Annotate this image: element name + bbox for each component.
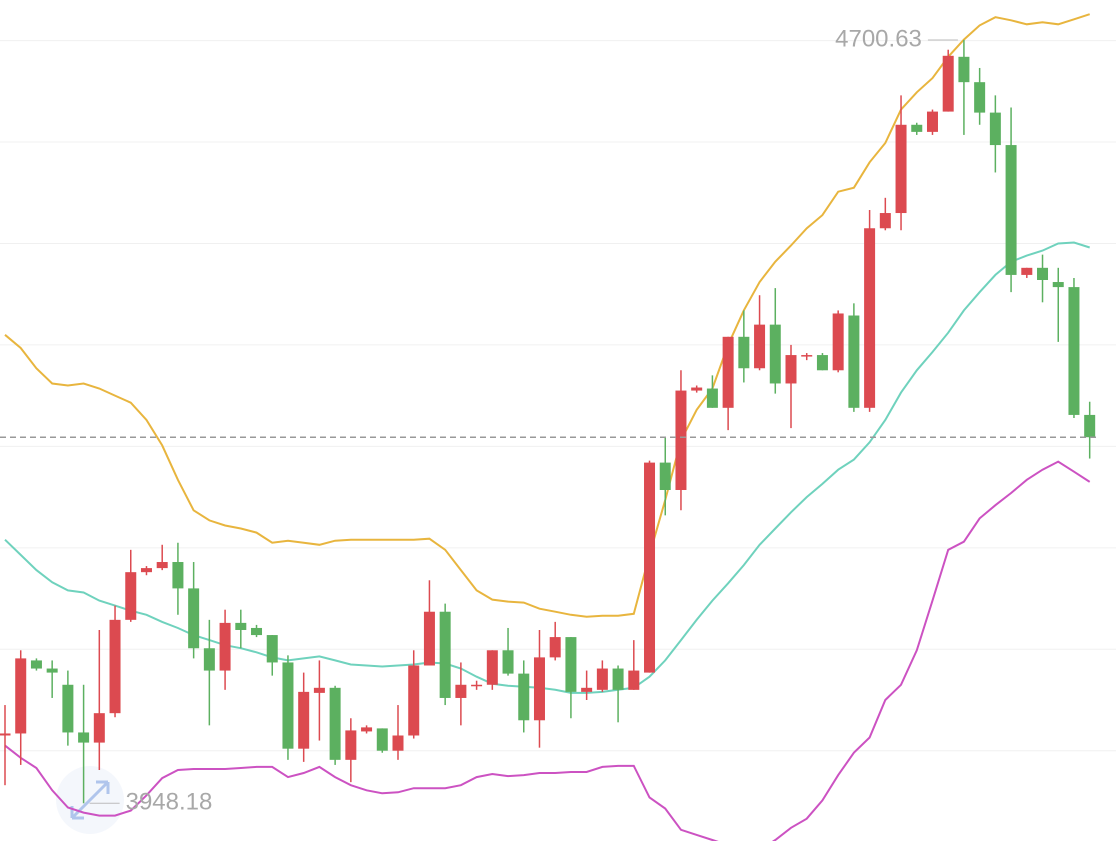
candle-body bbox=[0, 733, 11, 736]
candle-body bbox=[659, 462, 671, 490]
candle-body bbox=[958, 56, 970, 83]
candle-body bbox=[502, 650, 514, 674]
candle-body bbox=[832, 313, 844, 371]
candle-body bbox=[581, 687, 593, 692]
candle-body bbox=[722, 336, 734, 408]
candle-body bbox=[518, 673, 530, 721]
candle-body bbox=[266, 635, 278, 663]
candle-body bbox=[895, 124, 907, 214]
candle-body bbox=[203, 648, 215, 671]
candle-body bbox=[848, 315, 860, 408]
candle-body bbox=[754, 324, 766, 369]
candle-body bbox=[251, 627, 263, 636]
candle-body bbox=[1084, 414, 1096, 438]
candle-body bbox=[156, 562, 168, 569]
candle-body bbox=[235, 622, 247, 630]
max-label: 4700.63 bbox=[835, 25, 922, 52]
candle-body bbox=[486, 650, 498, 685]
candle-body bbox=[974, 82, 986, 113]
candle-body bbox=[785, 355, 797, 384]
candle-body bbox=[675, 390, 687, 490]
candle-body bbox=[93, 713, 105, 743]
candle-body bbox=[408, 665, 420, 736]
candle-body bbox=[989, 112, 1001, 146]
candle-body bbox=[942, 55, 954, 112]
candle-body bbox=[125, 572, 137, 620]
candle-body bbox=[313, 687, 325, 693]
candle-body bbox=[1037, 267, 1049, 280]
expand-icon[interactable] bbox=[56, 766, 124, 834]
band-line bbox=[4, 13, 1091, 618]
candle-body bbox=[864, 228, 876, 408]
expand-icon-arrows bbox=[70, 780, 110, 820]
candle-body bbox=[471, 684, 483, 687]
candle-body bbox=[801, 355, 813, 357]
candle-body bbox=[78, 732, 90, 743]
candle-body bbox=[549, 637, 561, 658]
candle-body bbox=[140, 568, 152, 573]
min-label: 3948.18 bbox=[126, 789, 213, 816]
band-line bbox=[4, 241, 1091, 694]
candle-body bbox=[62, 684, 74, 733]
candle-body bbox=[706, 388, 718, 408]
candle-body bbox=[769, 324, 781, 384]
candle-body bbox=[1021, 267, 1033, 275]
candle-body bbox=[1068, 287, 1080, 415]
candle-body bbox=[691, 387, 703, 391]
candle-body bbox=[376, 728, 388, 751]
candle-body bbox=[439, 611, 451, 698]
candle-body bbox=[926, 111, 938, 132]
candle-body bbox=[329, 687, 341, 760]
candle-body bbox=[644, 462, 656, 673]
candle-body bbox=[15, 658, 27, 734]
candle-body bbox=[188, 588, 200, 649]
candle-body bbox=[345, 730, 357, 760]
candle-body bbox=[879, 213, 891, 229]
candle-body bbox=[628, 670, 640, 690]
candle-body bbox=[596, 668, 608, 690]
candle-body bbox=[219, 622, 231, 671]
candle-body bbox=[1052, 282, 1064, 288]
candle-body bbox=[455, 684, 467, 698]
candle-body bbox=[1005, 145, 1017, 275]
candle-body bbox=[612, 668, 624, 690]
candle-body bbox=[298, 691, 310, 749]
candle-body bbox=[46, 668, 58, 673]
candle-body bbox=[565, 637, 577, 692]
band-line bbox=[4, 460, 1091, 841]
candle-body bbox=[423, 611, 435, 666]
candle-body bbox=[816, 355, 828, 371]
candle-body bbox=[30, 660, 42, 669]
candle-body bbox=[911, 124, 923, 132]
candle-body bbox=[172, 562, 184, 589]
candle-body bbox=[533, 657, 545, 721]
candle-body bbox=[282, 662, 294, 749]
candle-body bbox=[109, 619, 121, 714]
candle-body bbox=[738, 336, 750, 369]
candle-body bbox=[361, 727, 373, 732]
candle-body bbox=[392, 735, 404, 751]
